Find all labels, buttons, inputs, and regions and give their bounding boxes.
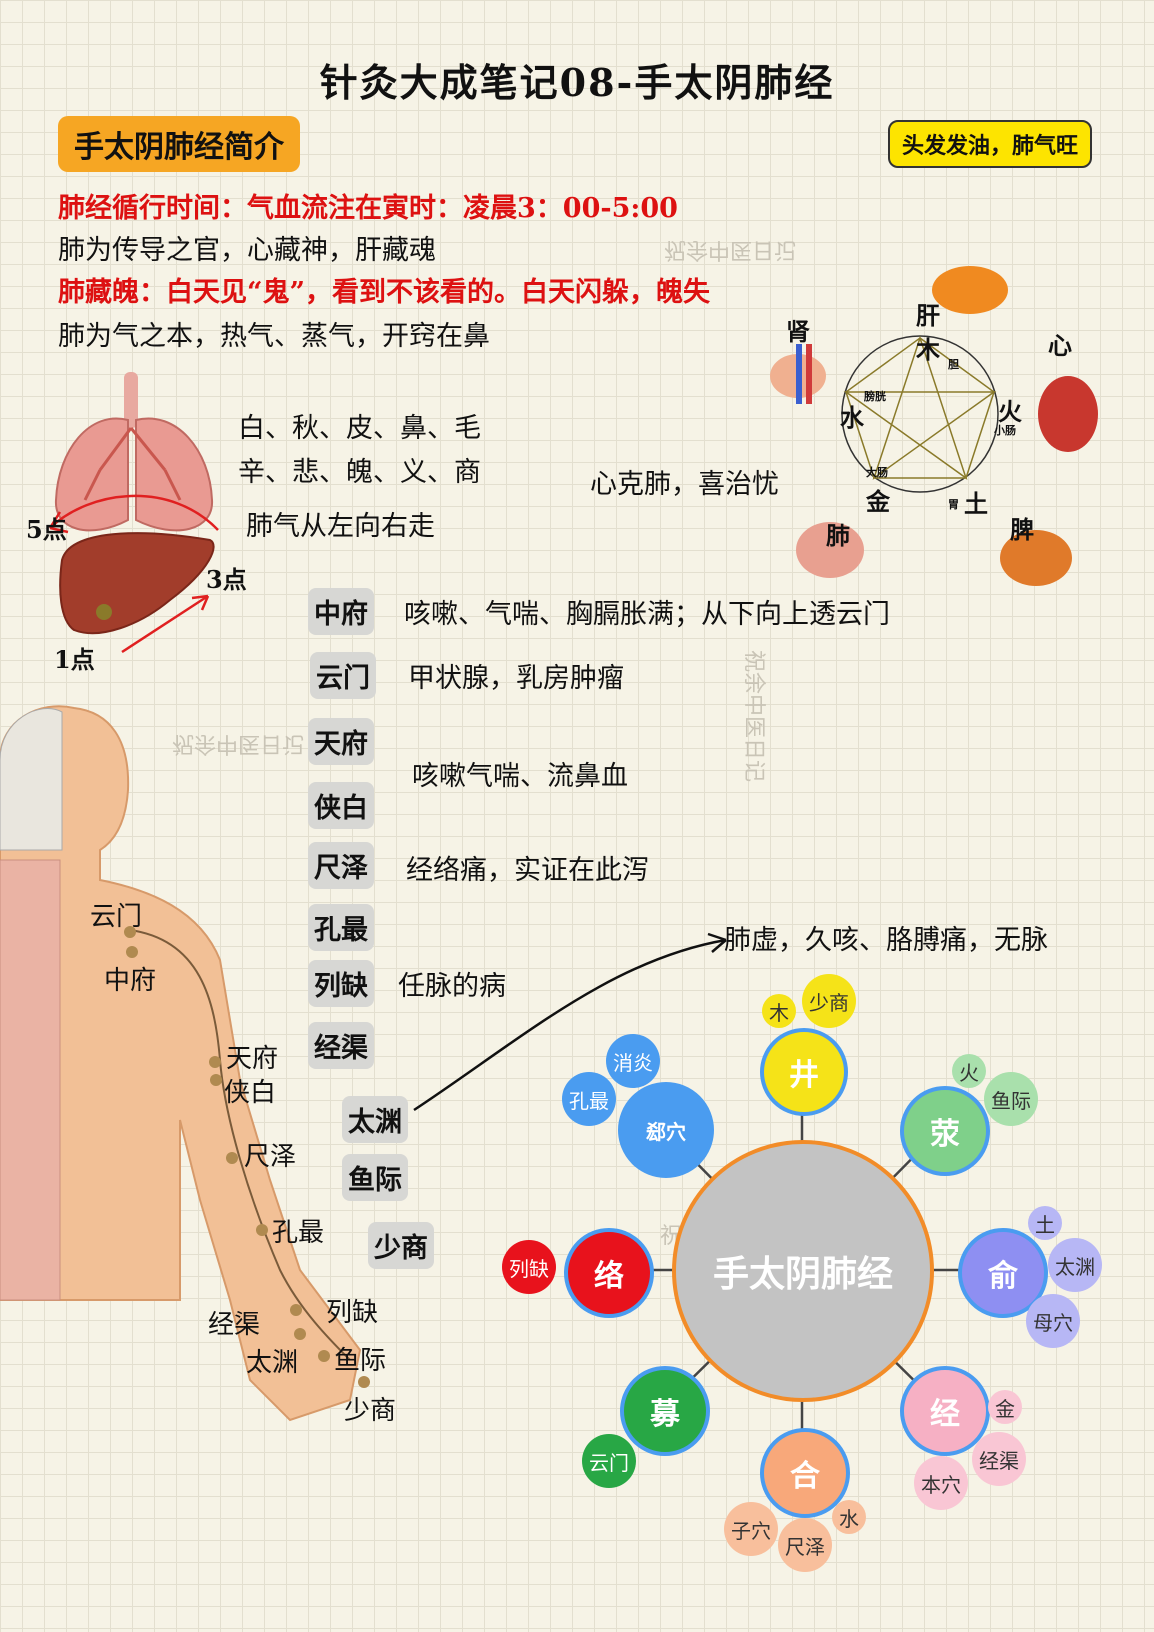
node-ying: 荥 [900,1086,990,1176]
acupoint-jingqu: 经渠 [308,1022,374,1069]
acupoint-lieque: 列缺 [308,960,374,1007]
fu-large-intestine: 大肠 [866,466,888,479]
body-label-jingqu: 经渠 [208,1310,261,1340]
node-mu: 募 [620,1366,710,1456]
hair-note-badge: 头发发油，肺气旺 [888,120,1093,168]
body-label-zhongfu: 中府 [104,966,157,996]
fu-small-intestine: 小肠 [994,424,1016,437]
element-fire: 火 [998,397,1022,426]
node-jing-well: 井 [760,1028,848,1116]
node-jing-river-sub-2: 经渠 [972,1432,1026,1486]
acupoint-xiabai: 侠白 [308,782,374,829]
po-line: 肺藏魄：白天见“鬼”，看到不该看的。白天闪躲，魄失 [58,277,711,308]
acupoint-zhongfu: 中府 [308,588,374,635]
fu-gallbladder: 胆 [948,358,959,371]
organ-spleen: 脾 [1010,515,1034,544]
body-label-tianfu: 天府 [226,1044,279,1074]
human-body-figure [0,705,370,1422]
acupoint-taiyuan: 太渊 [342,1096,408,1143]
taiyuan-note: 肺虚，久咳、胳膊痛，无脉 [724,925,1048,956]
acupoint-zhongfu-note: 咳嗽、气喘、胸膈胀满；从下向上透云门 [404,599,890,630]
node-jing-well-sub-2: 少商 [802,974,856,1028]
heart-restrains-lung-note: 心克肺，喜治忧 [590,469,779,500]
body-label-lieque: 列缺 [326,1298,379,1328]
lung-qi-flow-note: 肺气从左向右走 [246,511,435,542]
qi-line: 肺为气之本，热气、蒸气，开窍在鼻 [58,321,490,352]
node-he-sub-3: 水 [832,1500,866,1534]
acupoint-lieque-note: 任脉的病 [398,971,506,1002]
acupoint-yuji: 鱼际 [342,1154,408,1201]
node-he-sub-2: 尺泽 [778,1518,832,1572]
organ-heart: 心 [1048,331,1072,360]
body-label-shaoshang: 少商 [344,1396,397,1426]
body-label-xiabai: 侠白 [224,1078,277,1108]
fu-stomach: 胃 [948,498,959,511]
acupoint-yunmen-note: 甲状腺，乳房肿瘤 [408,663,624,694]
node-he-sub-1: 子穴 [724,1502,778,1556]
element-water: 水 [840,403,864,432]
five-elements-diagram [770,266,1098,586]
organ-kidney: 肾 [786,317,810,346]
point-5-label: 5点 [26,515,67,544]
page-title: 针灸大成笔记08-手太阴肺经 [319,60,835,105]
node-ying-sub-1: 火 [952,1054,986,1088]
node-ying-sub-2: 鱼际 [984,1072,1038,1126]
acupoint-chize-note: 经络痛，实证在此泻 [406,855,649,886]
node-xi-sub-1: 消炎 [606,1034,660,1088]
node-shu-sub-3: 母穴 [1026,1294,1080,1348]
body-label-kongzui: 孔最 [272,1218,325,1248]
lungs-illustration [54,372,214,532]
tianfu-xiabai-note: 咳嗽气喘、流鼻血 [412,761,628,792]
acupoint-shaoshang: 少商 [368,1222,434,1269]
official-line: 肺为传导之官，心藏神，肝藏魂 [58,235,436,266]
node-jing-well-sub-1: 木 [762,994,796,1028]
node-he: 合 [760,1428,850,1518]
acupoint-yunmen: 云门 [310,652,376,699]
body-label-taiyuan: 太渊 [246,1348,299,1378]
node-jing-river-sub-1: 金 [988,1390,1022,1424]
correspondence-row-2: 辛、悲、魄、义、商 [238,457,481,488]
node-luo-sub-1: 列缺 [502,1240,556,1294]
acupoint-kongzui: 孔最 [308,904,374,951]
node-shu-sub-2: 太渊 [1048,1238,1102,1292]
acupoint-tianfu: 天府 [308,718,374,765]
element-earth: 土 [964,489,988,518]
node-xi-sub-2: 孔最 [562,1072,616,1126]
node-jing-river-sub-3: 本穴 [914,1456,968,1510]
element-wood: 木 [916,335,940,364]
liver-illustration [59,532,215,635]
acupoint-chize: 尺泽 [308,842,374,889]
node-mu-sub-1: 云门 [582,1434,636,1488]
node-luo: 络 [564,1228,654,1318]
fu-bladder: 膀胱 [864,390,886,403]
correspondence-row-1: 白、秋、皮、鼻、毛 [238,413,481,444]
point-3-label: 3点 [206,565,247,594]
section-title: 手太阴肺经简介 [58,116,300,172]
organ-liver: 肝 [916,301,940,330]
meridian-time-line: 肺经循行时间：气血流注在寅时：凌晨3：00-5:00 [58,193,678,224]
body-label-yunmen: 云门 [90,902,143,932]
element-metal: 金 [866,487,890,516]
body-label-yuji: 鱼际 [334,1346,387,1376]
body-label-chize: 尺泽 [244,1142,297,1172]
organ-lung: 肺 [826,521,850,550]
node-shu-sub-1: 土 [1028,1206,1062,1240]
point-1-label: 1点 [54,645,95,674]
node-xi: 郄穴 [618,1082,714,1178]
mindmap-center: 手太阴肺经 [672,1140,934,1402]
